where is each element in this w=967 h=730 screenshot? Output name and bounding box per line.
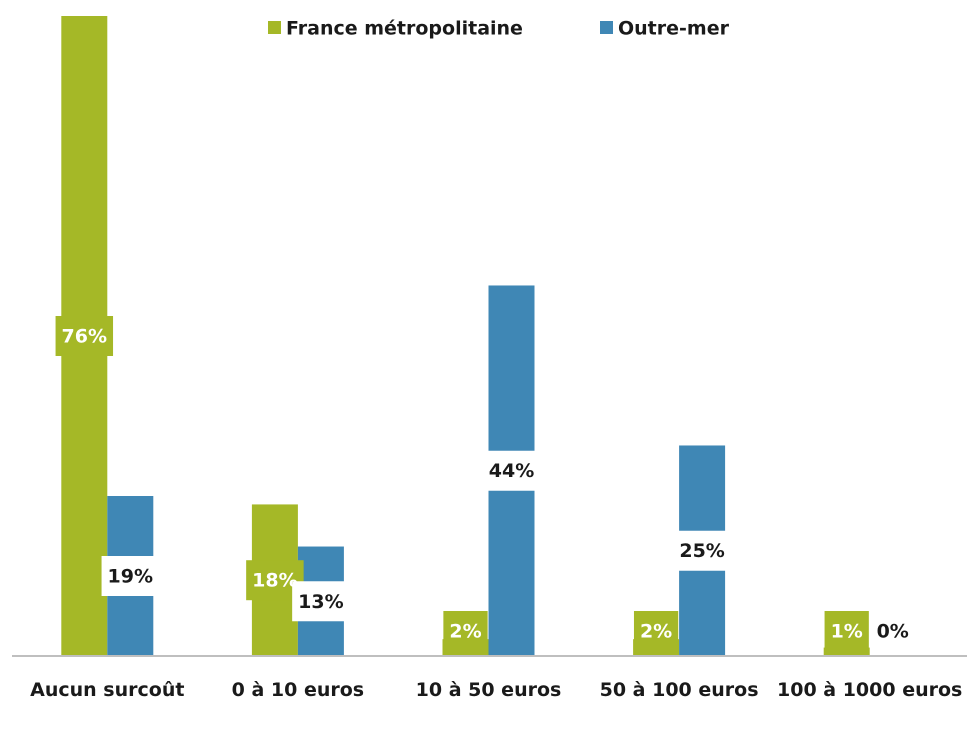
bar — [823, 647, 870, 656]
data-label-text: 2% — [449, 621, 481, 643]
legend-label: France métropolitaine — [286, 18, 523, 40]
data-label-box — [824, 611, 869, 651]
data-label: 2% — [633, 611, 679, 651]
data-label-box — [870, 611, 915, 651]
data-label: 13% — [292, 581, 350, 622]
data-label: 1% — [824, 611, 869, 651]
data-label: 19% — [101, 556, 160, 596]
x-tick-label: 0 à 10 euros — [231, 679, 365, 701]
data-label-box — [443, 611, 488, 651]
data-label: 25% — [673, 530, 731, 571]
data-label-box — [633, 611, 679, 651]
data-label-text: 18% — [252, 570, 297, 592]
data-label-text: 0% — [877, 621, 909, 643]
data-label-text: 25% — [679, 540, 724, 562]
data-label-box — [292, 581, 350, 622]
data-label-box — [101, 556, 160, 596]
data-label-text: 2% — [640, 621, 672, 643]
data-label-box — [55, 316, 114, 356]
legend-swatch — [600, 21, 613, 34]
data-label-text: 19% — [108, 566, 153, 588]
x-tick-label: 50 à 100 euros — [599, 679, 759, 701]
data-label: 44% — [482, 450, 541, 491]
x-tick-label: Aucun surcoût — [30, 679, 185, 701]
data-label: 76% — [55, 316, 114, 356]
data-label-text: 13% — [298, 591, 343, 613]
data-label-text: 76% — [62, 326, 107, 348]
data-label-text: 44% — [489, 460, 534, 482]
data-label-box — [482, 450, 541, 491]
x-tick-label: 10 à 50 euros — [415, 679, 562, 701]
legend-swatch — [268, 21, 281, 34]
x-tick-label: 100 à 1000 euros — [777, 679, 963, 701]
data-label-box — [673, 530, 731, 571]
data-label: 0% — [870, 611, 915, 651]
data-label: 2% — [443, 611, 488, 651]
data-label-text: 1% — [831, 621, 863, 643]
legend-label: Outre-mer — [618, 18, 730, 40]
